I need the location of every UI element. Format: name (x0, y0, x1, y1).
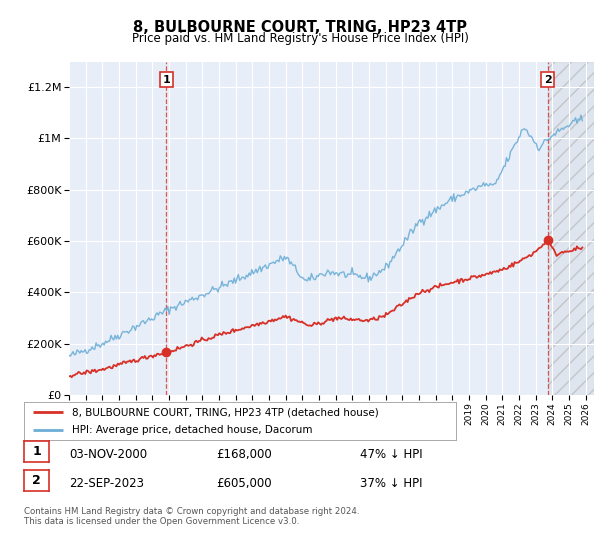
Text: 1: 1 (162, 74, 170, 85)
Text: 37% ↓ HPI: 37% ↓ HPI (360, 477, 422, 490)
Text: £605,000: £605,000 (216, 477, 272, 490)
Text: 47% ↓ HPI: 47% ↓ HPI (360, 447, 422, 461)
Text: HPI: Average price, detached house, Dacorum: HPI: Average price, detached house, Daco… (71, 425, 312, 435)
Bar (548, 62, 594, 395)
Text: 8, BULBOURNE COURT, TRING, HP23 4TP (detached house): 8, BULBOURNE COURT, TRING, HP23 4TP (det… (71, 407, 378, 417)
Text: 03-NOV-2000: 03-NOV-2000 (69, 447, 147, 461)
Text: Price paid vs. HM Land Registry's House Price Index (HPI): Price paid vs. HM Land Registry's House … (131, 32, 469, 45)
Text: 2: 2 (544, 74, 551, 85)
Text: 2: 2 (32, 474, 41, 487)
Bar (548, 62, 594, 395)
Text: Contains HM Land Registry data © Crown copyright and database right 2024.
This d: Contains HM Land Registry data © Crown c… (24, 507, 359, 526)
Text: £168,000: £168,000 (216, 447, 272, 461)
Text: 1: 1 (32, 445, 41, 458)
Text: 8, BULBOURNE COURT, TRING, HP23 4TP: 8, BULBOURNE COURT, TRING, HP23 4TP (133, 20, 467, 35)
Text: 22-SEP-2023: 22-SEP-2023 (69, 477, 144, 490)
